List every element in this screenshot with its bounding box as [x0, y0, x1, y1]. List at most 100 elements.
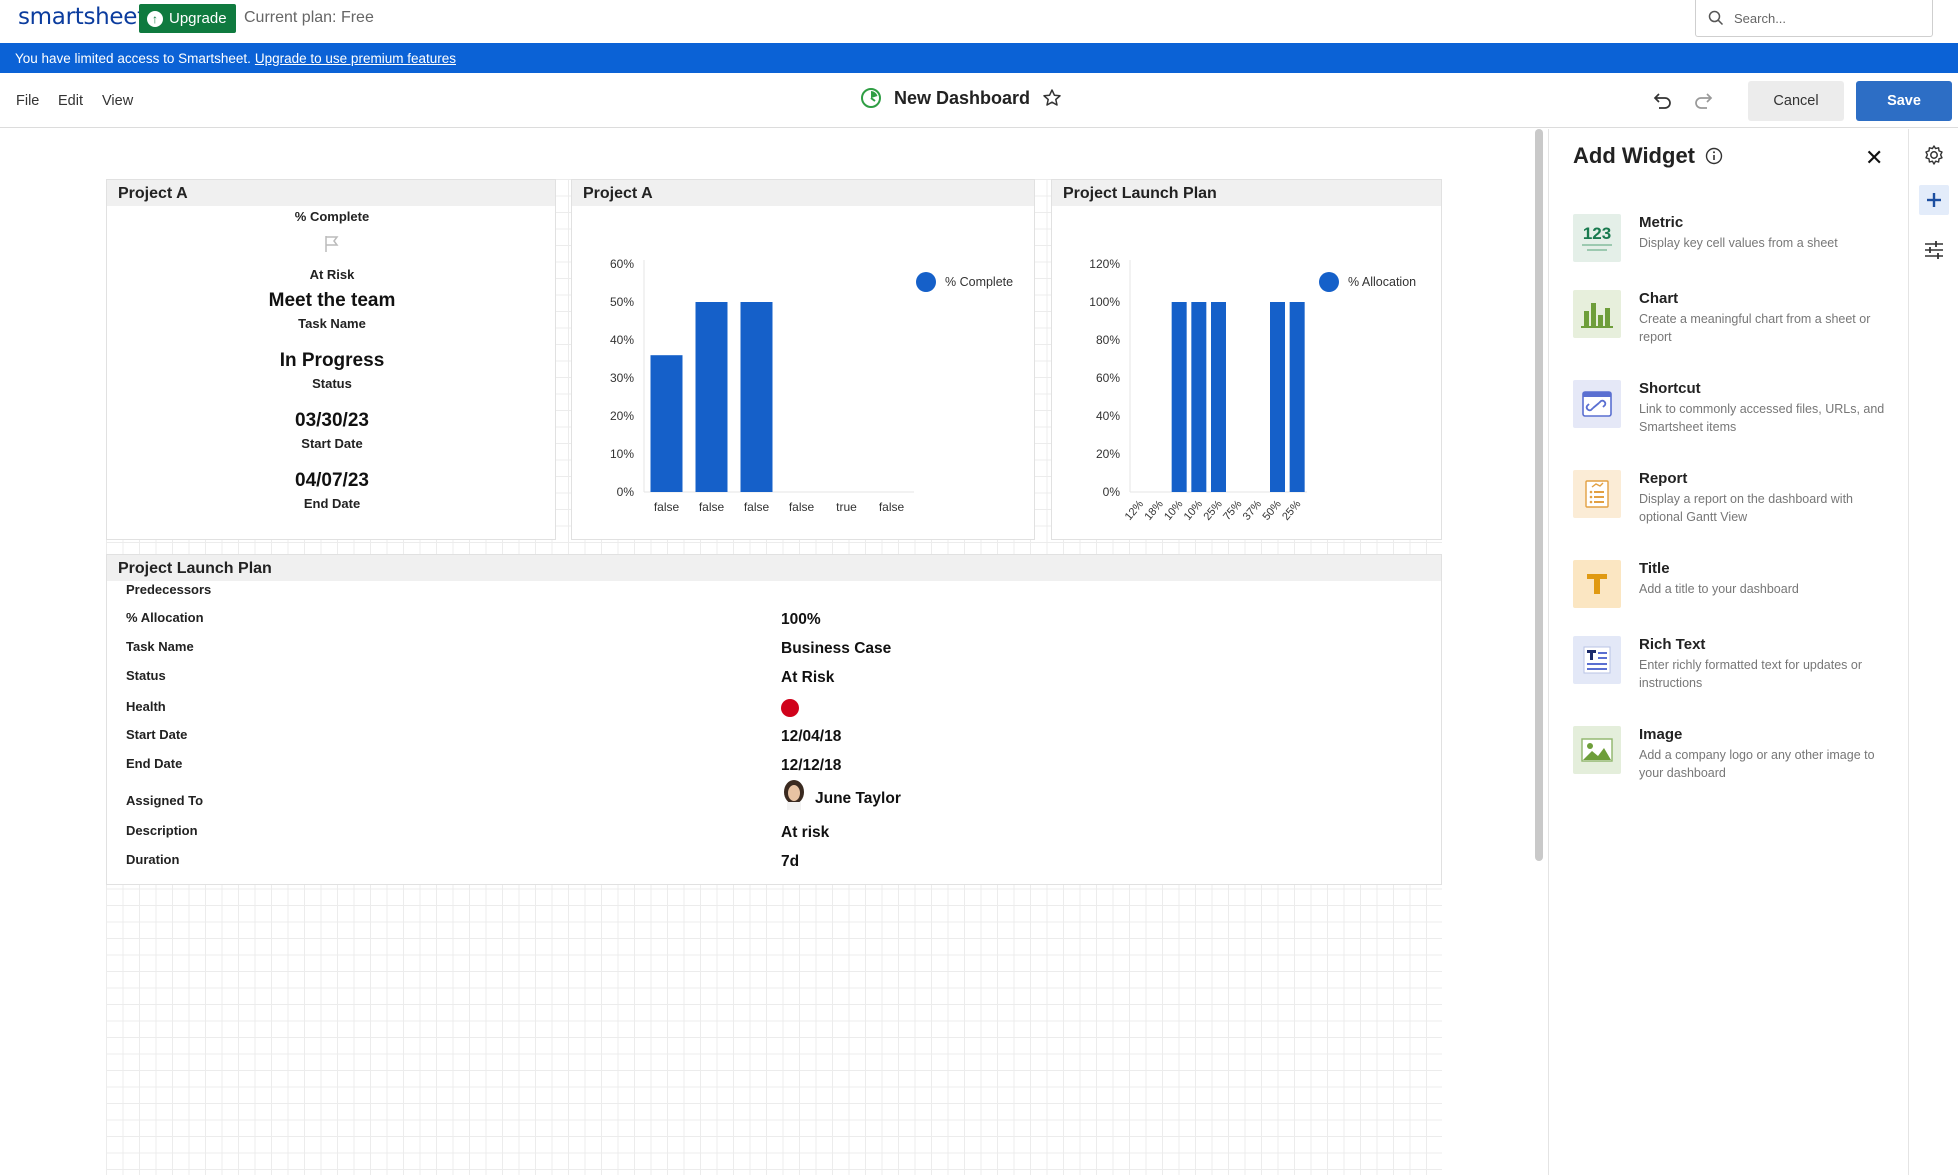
redo-icon[interactable] — [1692, 89, 1716, 113]
widget-option-rich-text[interactable]: Rich Text Enter richly formatted text fo… — [1573, 636, 1893, 690]
widget-option-name: Rich Text — [1639, 636, 1706, 653]
x-tick-label: 25% — [1280, 498, 1303, 523]
row-value-description: At risk — [781, 824, 830, 841]
bar-chart-allocation: 0%20%40%60%80%100%120%12%18%10%10%25%75%… — [1089, 257, 1416, 523]
row-label-description: Description — [126, 823, 198, 838]
metric-value: 04/07/23 — [295, 470, 369, 491]
row-label-start-date: Start Date — [126, 727, 188, 742]
upgrade-button[interactable]: ↑ Upgrade — [139, 4, 236, 33]
x-tick-label: 25% — [1201, 498, 1224, 523]
widget-option-chart[interactable]: Chart Create a meaningful chart from a s… — [1573, 290, 1893, 344]
y-tick-label: 10% — [610, 447, 634, 461]
row-value-start-date: 12/04/18 — [781, 728, 842, 745]
widget-option-name: Title — [1639, 560, 1670, 577]
y-tick-label: 0% — [617, 485, 635, 499]
x-tick-label: false — [789, 500, 815, 514]
search-box[interactable] — [1695, 0, 1933, 37]
menu-file[interactable]: File — [16, 93, 40, 109]
svg-text:123: 123 — [1583, 224, 1611, 243]
widget-option-image[interactable]: Image Add a company logo or any other im… — [1573, 726, 1893, 780]
dashboard-icon — [861, 88, 881, 108]
star-icon[interactable] — [1042, 88, 1062, 108]
bar — [1289, 302, 1305, 492]
settings-gear-icon[interactable] — [1919, 140, 1949, 170]
menu-edit[interactable]: Edit — [58, 93, 83, 109]
y-tick-label: 20% — [1096, 447, 1120, 461]
dashboard-canvas[interactable]: Project A % Complete At Risk Meet the te… — [0, 129, 1540, 1175]
metric-label: Start Date — [301, 436, 363, 451]
widget-option-desc: Create a meaningful chart from a sheet o… — [1639, 312, 1871, 344]
widget-option-name: Chart — [1639, 290, 1679, 307]
widget-header: Project A — [572, 180, 1034, 206]
x-tick-label: false — [879, 500, 905, 514]
smartsheet-logo[interactable]: smartsheet — [18, 4, 146, 30]
add-widget-plus-icon[interactable] — [1919, 185, 1949, 215]
metric-label: Task Name — [298, 316, 366, 331]
row-value-assigned-to: June Taylor — [815, 790, 901, 807]
y-tick-label: 30% — [610, 371, 634, 385]
metric-icon: 123 — [1573, 214, 1621, 262]
row-widget[interactable]: Project Launch Plan Predecessors % Alloc… — [106, 554, 1442, 885]
widget-option-name: Shortcut — [1639, 380, 1701, 397]
avatar — [781, 780, 807, 810]
metric-label: End Date — [303, 496, 361, 511]
canvas-scrollbar[interactable] — [1535, 129, 1543, 861]
menu-view[interactable]: View — [102, 93, 134, 109]
right-rail — [1908, 129, 1958, 1175]
search-input[interactable] — [1734, 10, 1914, 26]
legend-swatch — [916, 272, 936, 292]
metric-widget[interactable]: Project A % Complete At Risk Meet the te… — [106, 179, 556, 540]
widget-option-desc: Display a report on the dashboard with o… — [1639, 492, 1854, 524]
metric-label: At Risk — [309, 267, 355, 282]
arrow-up-icon: ↑ — [147, 10, 163, 27]
current-plan-text: Current plan: Free — [244, 9, 374, 26]
row-label-allocation: % Allocation — [126, 610, 204, 625]
y-tick-label: 40% — [610, 333, 634, 347]
row-value-allocation: 100% — [781, 611, 821, 628]
menu-bar: File Edit View New Dashboard Cancel Save — [0, 73, 1958, 128]
upgrade-premium-link[interactable]: Upgrade to use premium features — [254, 50, 456, 66]
x-tick-label: 37% — [1241, 498, 1264, 523]
widget-header: Project Launch Plan — [107, 555, 1441, 581]
y-tick-label: 50% — [610, 295, 634, 309]
bar — [650, 355, 683, 492]
add-widget-panel: Add Widget ✕ 123 Metric Display key cell… — [1548, 129, 1908, 1175]
bar — [695, 302, 728, 492]
save-button[interactable]: Save — [1856, 81, 1952, 121]
metric-label: % Complete — [294, 209, 370, 224]
widget-option-shortcut[interactable]: Shortcut Link to commonly accessed files… — [1573, 380, 1893, 434]
x-tick-label: false — [699, 500, 725, 514]
metric-value: In Progress — [279, 350, 385, 371]
widget-option-title[interactable]: Title Add a title to your dashboard — [1573, 560, 1893, 612]
panel-title: Add Widget — [1573, 143, 1695, 168]
chart-icon — [1573, 290, 1621, 338]
y-tick-label: 120% — [1089, 257, 1120, 271]
widget-header: Project Launch Plan — [1052, 180, 1441, 206]
row-value-end-date: 12/12/18 — [781, 757, 842, 774]
bar-chart-complete: 0% 10% 20% 30% 40% 50% 60% false false false false… — [610, 257, 1013, 514]
undo-icon[interactable] — [1650, 89, 1674, 113]
chart-widget-allocation[interactable]: Project Launch Plan 0% 20% 40% 60% 80% 100% 12… — [1051, 179, 1442, 540]
bar — [1270, 302, 1285, 492]
x-tick-label: 50% — [1260, 498, 1283, 523]
info-icon[interactable] — [1705, 147, 1723, 165]
metric-value: 03/30/23 — [295, 410, 369, 431]
row-value-task-name: Business Case — [781, 640, 892, 657]
x-tick-label: 10% — [1182, 498, 1205, 523]
limited-access-banner: You have limited access to Smartsheet. U… — [0, 43, 1958, 73]
close-icon[interactable]: ✕ — [1865, 145, 1884, 170]
filter-sliders-icon[interactable] — [1919, 235, 1949, 265]
widget-option-report[interactable]: Report Display a report on the dashboard… — [1573, 470, 1893, 524]
x-tick-label: 18% — [1142, 498, 1165, 523]
dashboard-title[interactable]: New Dashboard — [894, 87, 1031, 108]
metric-label: Status — [312, 376, 352, 391]
legend-label: % Allocation — [1348, 275, 1416, 289]
y-tick-label: 0% — [1103, 485, 1121, 499]
x-tick-label: 12% — [1123, 498, 1146, 523]
chart-widget-complete[interactable]: Project A 0% 10% 20% 30% 40% 50% 60% false false… — [571, 179, 1035, 540]
shortcut-icon — [1573, 380, 1621, 428]
x-tick-label: 75% — [1221, 498, 1244, 523]
widget-option-metric[interactable]: 123 Metric Display key cell values from … — [1573, 214, 1893, 266]
cancel-button[interactable]: Cancel — [1748, 81, 1844, 121]
bar — [740, 302, 773, 492]
